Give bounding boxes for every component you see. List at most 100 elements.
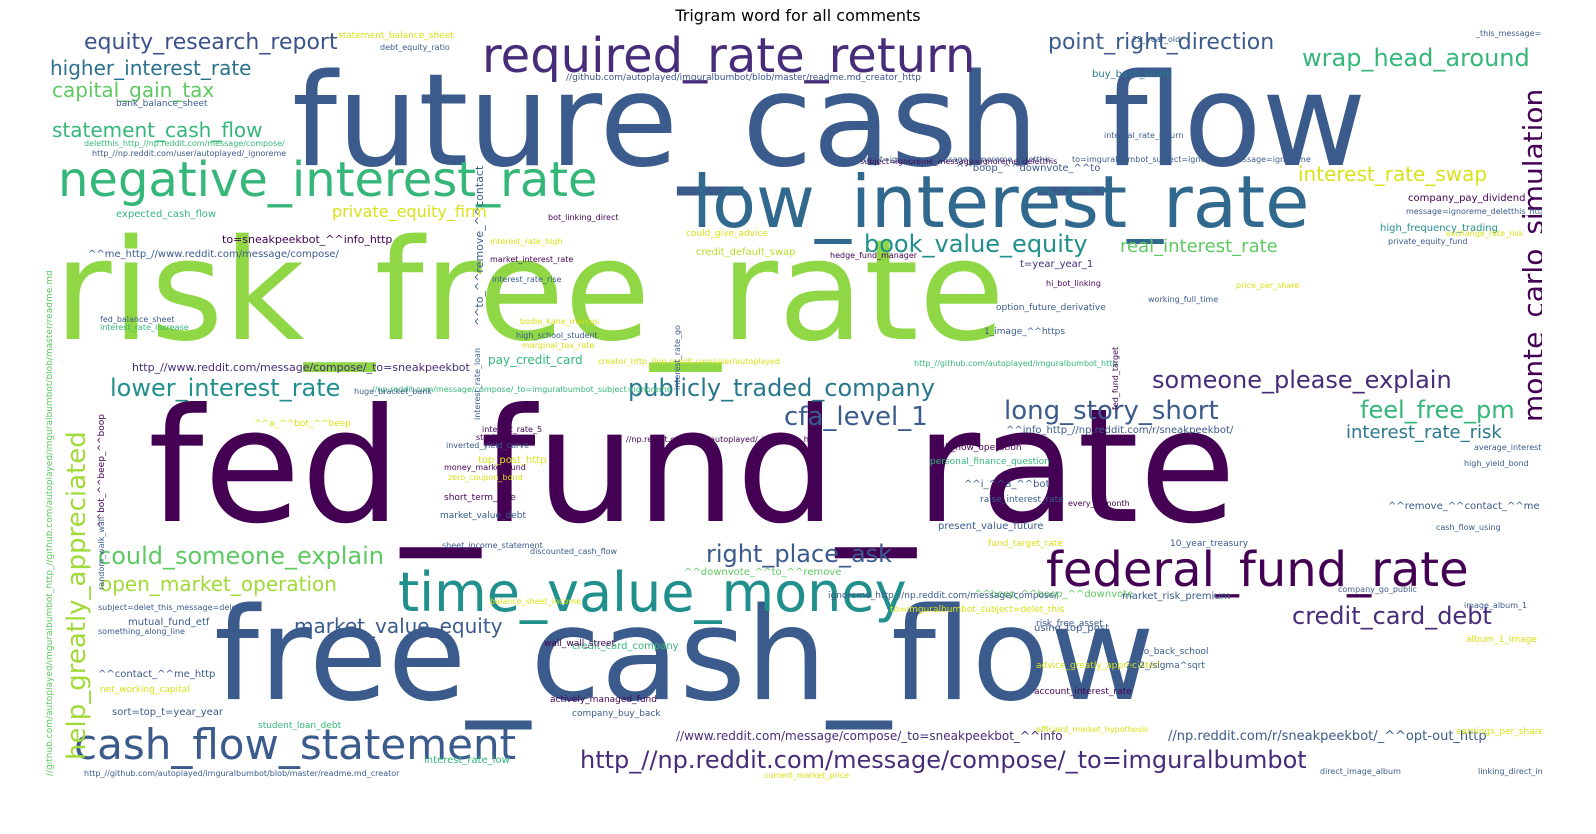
- cloud-word: required_rate_return: [482, 30, 976, 84]
- figure-title: Trigram word for all comments: [675, 6, 921, 25]
- cloud-word: expected_cash_flow: [116, 209, 217, 220]
- cloud-word: bot_linking_direct: [548, 213, 619, 222]
- cloud-word: interest_rate_risk: [1346, 422, 1502, 443]
- cloud-word: direct_image_album: [1320, 767, 1401, 776]
- cloud-word: //np.reddit.com/user/autoplayed/_ignorem…: [626, 435, 821, 444]
- cloud-word: fed_fund_target: [1111, 346, 1120, 410]
- cloud-word: short_term_rate: [444, 493, 516, 503]
- cloud-word: top_post_http: [478, 455, 547, 466]
- cloud-word: to=imguralbumbot_subject=ignoreme_messag…: [1072, 155, 1311, 164]
- cloud-word: go_back_school: [1138, 647, 1209, 657]
- cloud-word: future_cash_flow: [292, 47, 1367, 196]
- cloud-word: statement_cash_flow: [52, 118, 263, 142]
- cloud-word: monte_carlo_simulation: [1517, 88, 1542, 422]
- cloud-word: marginal_tax_rate: [522, 341, 595, 350]
- cloud-word: cash_flow_statement: [74, 720, 517, 769]
- cloud-word: hi_bot_linking: [1046, 279, 1101, 288]
- cloud-word: to=imguralbumbot_subject=delet_this: [890, 605, 1065, 615]
- cloud-word: help_greatly_appreciated: [62, 431, 92, 760]
- cloud-word: ^^a_^^bot_^^beep: [254, 419, 352, 429]
- cloud-word: http_//np.reddit.com/user/autoplayed/_ig…: [92, 149, 287, 158]
- cloud-word: free_cash_flow: [214, 581, 1155, 730]
- cloud-word: to=sneakpeekbot_^^info_http: [222, 233, 393, 246]
- cloud-word: ^^beep_^^boop_^^downvote: [974, 589, 1134, 600]
- cloud-word: 22_year_old: [1132, 35, 1181, 44]
- cloud-word: publicly_traded_company: [628, 374, 935, 402]
- cloud-word: //np.reddit.com/r/sneakpeekbot/_^^opt-ou…: [1168, 729, 1487, 744]
- cloud-word: linking_direct_image: [1478, 767, 1542, 776]
- cloud-word: //www.reddit.com/message/compose/_to=sne…: [676, 729, 1063, 743]
- cloud-word: high_school_student: [516, 331, 598, 340]
- cloud-word: interest_rate_go: [673, 325, 682, 390]
- cloud-word: price_per_share: [1236, 281, 1300, 290]
- cloud-word: http_//github.com/autoplayed/imguralbumb…: [84, 769, 400, 778]
- cloud-word: raise_interest_rate: [980, 495, 1064, 505]
- cloud-word: fed_fund_rate: [148, 375, 1237, 559]
- cloud-word: risk_free_asset: [1036, 619, 1103, 629]
- cloud-word: personal_finance_question: [930, 457, 1050, 467]
- cloud-word: fund_target_rate: [988, 539, 1063, 549]
- cloud-word: lower_interest_rate: [110, 374, 341, 402]
- cloud-word: http_//www.reddit.com/message/compose/_t…: [132, 361, 470, 374]
- cloud-word: advice_greatly_appreciated: [1036, 661, 1160, 671]
- cloud-word: credit_default_swap: [696, 247, 796, 258]
- cloud-word: wall_wall_street: [544, 639, 616, 649]
- cloud-word: cfa_level_1: [784, 402, 928, 432]
- cloud-word: every_2_month: [1068, 499, 1130, 508]
- cloud-word: buy_back_share: [1092, 69, 1173, 80]
- cloud-word: real_interest_rate: [1120, 236, 1278, 257]
- cloud-word: market_interest_rate: [490, 255, 574, 264]
- cloud-word: high_frequency_trading: [1380, 223, 1498, 234]
- cloud-word: ignoreme_http_//np.reddit.com/message/co…: [828, 591, 1058, 601]
- cloud-word: _this_message=delet_this: [1476, 30, 1542, 38]
- cloud-word: image_album_1: [1464, 601, 1528, 610]
- cloud-word: feel_free_pm: [1360, 396, 1515, 424]
- cloud-word: ^^to_^^remove_^^contact: [473, 165, 486, 326]
- cloud-word: bodie_kane_marcus: [520, 317, 600, 326]
- cloud-word: point_right_direction: [1048, 30, 1275, 55]
- cloud-word: interest_rate_increase: [100, 323, 189, 332]
- cloud-word: open_market_operation: [100, 572, 337, 596]
- cloud-word: //github.com/autoplayed/imguralbumbot/bl…: [566, 73, 921, 83]
- cloud-word: federal_fund_rate: [1046, 542, 1469, 598]
- cloud-word: hedge_fund_manager: [830, 251, 918, 260]
- cloud-word: 2_/2_/sigma^sqrt: [1126, 661, 1205, 671]
- cloud-word: //np.reddit.com/message/compose/_to=imgu…: [372, 385, 672, 394]
- cloud-word: message=ignoreme_deletthis_http: [1406, 207, 1542, 216]
- cloud-word: negative_interest_rate: [58, 152, 598, 208]
- cloud-word: ^^remove_^^contact_^^me: [1388, 501, 1540, 512]
- cloud-word: t=year_year_1: [1020, 259, 1094, 270]
- cloud-word: money_market_fund: [444, 463, 526, 472]
- cloud-word: high_yield_bond: [1464, 459, 1529, 468]
- cloud-word: fed_balance_sheet: [100, 315, 175, 324]
- cloud-word: mutual_fund_etf: [128, 617, 210, 628]
- cloud-word: cash_flow_using: [1436, 523, 1501, 532]
- cloud-word: interest_rate_loan: [473, 347, 482, 420]
- cloud-word: ^^boop_^^downvote_^^to: [956, 163, 1101, 174]
- cloud-word: cash_flow_operation: [930, 443, 1022, 453]
- cloud-word: inverted_yield_curve: [446, 441, 529, 450]
- cloud-word: interest_rate_swap: [1298, 162, 1488, 186]
- cloud-word: option_future_derivative: [996, 303, 1106, 313]
- cloud-word: earnings_per_share: [1456, 727, 1542, 737]
- cloud-word: risk_free_rate: [54, 210, 1005, 373]
- cloud-word: interest_rate_low: [424, 755, 510, 766]
- cloud-word: balance_sheet_income: [490, 597, 582, 606]
- cloud-word: creator_http_//np.reddit.com/user/autopl…: [598, 357, 781, 366]
- cloud-word: interest_rate_rise: [492, 275, 562, 284]
- word-cloud: future_cash_flow risk_free_rate fed_fund_r…: [46, 30, 1542, 808]
- cloud-word: company_pay_dividend: [1408, 193, 1526, 204]
- cloud-word: someone_please_explain: [1152, 366, 1452, 394]
- cloud-word: student_loan_debt: [258, 721, 342, 731]
- cloud-word: actively_managed_fund: [550, 695, 657, 705]
- cloud-word: current_market_price: [764, 771, 850, 780]
- cloud-word: sort=top_t=year_year: [112, 707, 224, 718]
- cloud-word: zero_coupon_bond: [448, 473, 523, 482]
- cloud-word: long_story_short: [1004, 396, 1219, 426]
- cloud-word: account_interest_rate: [1034, 687, 1132, 697]
- cloud-word: ^^i_^^a_^^bot: [964, 479, 1050, 490]
- cloud-word: ^^downvote_^^to_^^remove: [684, 567, 842, 578]
- cloud-word: interest_rate_5: [482, 425, 543, 434]
- cloud-word: debt_equity_ratio: [380, 43, 450, 52]
- cloud-word: present_value_future: [938, 521, 1044, 532]
